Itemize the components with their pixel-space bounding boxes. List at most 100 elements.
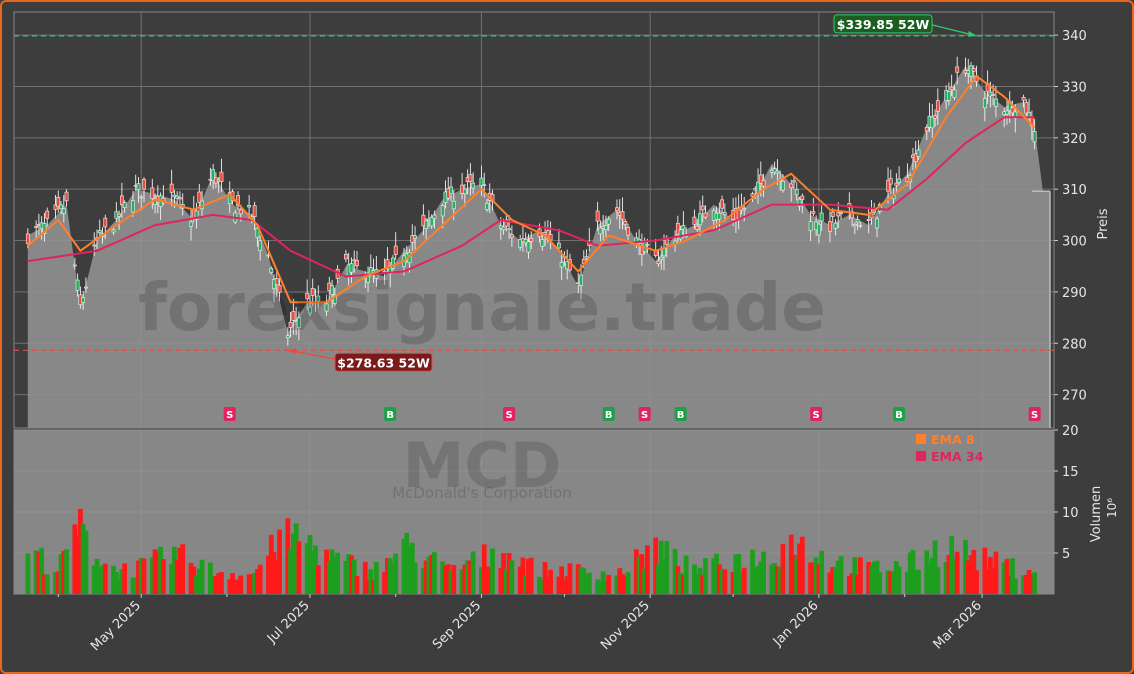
volume-bar (136, 560, 141, 594)
volume-bar (752, 568, 758, 594)
candle-body (789, 183, 794, 189)
candle-body (722, 212, 727, 216)
candle-body (808, 221, 813, 232)
candle-body (421, 214, 426, 227)
volume-bar (575, 564, 581, 594)
volume-bar (141, 558, 147, 594)
candle-body (42, 223, 47, 234)
candle-body (285, 335, 290, 338)
volume-bar (1032, 572, 1038, 594)
candle-body (717, 212, 722, 220)
candle-body (664, 239, 669, 245)
y-tick-label: 320 (1062, 132, 1087, 147)
volume-bar (42, 574, 47, 594)
candle-body (526, 241, 531, 253)
candle-body (775, 170, 780, 174)
candle-body (274, 278, 279, 285)
volume-bar (891, 571, 896, 594)
volume-bar (1012, 578, 1018, 594)
candle-body (886, 180, 890, 192)
volume-bar (730, 571, 736, 594)
candle-body (828, 221, 832, 232)
volume-bar (852, 557, 858, 594)
volume-bar (94, 558, 100, 594)
volume-bar (177, 547, 183, 594)
volume-bar (559, 566, 565, 594)
sell-signal-label: S (641, 410, 648, 421)
volume-bar (138, 557, 144, 594)
volume-bar (133, 577, 139, 594)
volume-bar (459, 569, 465, 594)
volume-bar (1001, 562, 1007, 594)
volume-bar (907, 552, 913, 594)
legend-label: EMA 8 (931, 432, 975, 447)
volume-bar (196, 568, 202, 594)
low-52w-arrow (287, 349, 337, 360)
volume-bar (481, 544, 487, 594)
y-tick-label: 340 (1062, 29, 1087, 44)
company-watermark: McDonald's Corporation (392, 484, 572, 502)
volume-bar (636, 556, 642, 594)
candle-body (440, 205, 445, 217)
volume-bar (896, 566, 902, 594)
candle-body (897, 178, 902, 183)
volume-bar (617, 568, 623, 594)
volume-bar (656, 564, 661, 594)
candle-body (391, 257, 395, 269)
candle-body (324, 303, 329, 312)
volume-bar (769, 564, 775, 594)
buy-signal-box (384, 407, 397, 421)
volume-bar (343, 560, 349, 594)
volume-bar (982, 547, 988, 594)
volume-bar (537, 576, 542, 594)
volume-bar (191, 566, 197, 594)
candle-body (529, 237, 534, 242)
candle-body (72, 264, 77, 267)
candle-body (606, 219, 611, 225)
high-52w-label: $339.85 52W (837, 17, 930, 32)
volume-bar (857, 557, 863, 594)
candle-body (291, 311, 296, 321)
candle-body (811, 211, 816, 214)
volume-bar (556, 576, 562, 594)
volume-bar (1007, 575, 1013, 594)
volume-bar (716, 564, 722, 594)
candle-body (424, 220, 429, 229)
volume-bar (227, 579, 233, 594)
volume-bar (639, 554, 645, 594)
candle-body (946, 91, 951, 101)
volume-bar (122, 563, 128, 594)
volume-bar (268, 534, 274, 594)
volume-bar (467, 560, 473, 594)
volume-bar (373, 561, 379, 594)
candle-body (451, 200, 456, 210)
legend-label: EMA 34 (931, 449, 984, 464)
volume-bar (285, 518, 291, 594)
volume-bar (310, 550, 316, 594)
volume-bar (412, 562, 418, 594)
y-tick-label: 300 (1062, 235, 1087, 250)
legend-swatch (916, 434, 926, 444)
volume-bar (733, 554, 739, 594)
candle-body (252, 205, 257, 217)
volume-bar (188, 562, 194, 594)
volume-bar (526, 558, 531, 594)
volume-bar (830, 567, 836, 594)
candle-body (579, 274, 583, 286)
candle-body (471, 182, 476, 189)
candle-body (142, 179, 146, 190)
price-panel (13, 11, 1058, 429)
volume-bar (528, 557, 534, 594)
volume-bar (155, 551, 161, 594)
candle-body (955, 66, 960, 73)
volume-bar (401, 538, 407, 594)
volume-bar (58, 554, 64, 594)
candle-body (429, 216, 434, 227)
volume-bar (479, 567, 484, 594)
volume-bar (53, 572, 58, 594)
volume-bar (586, 572, 592, 594)
volume-bar (827, 572, 833, 594)
candle-body (758, 174, 763, 184)
volume-bar (252, 572, 258, 594)
